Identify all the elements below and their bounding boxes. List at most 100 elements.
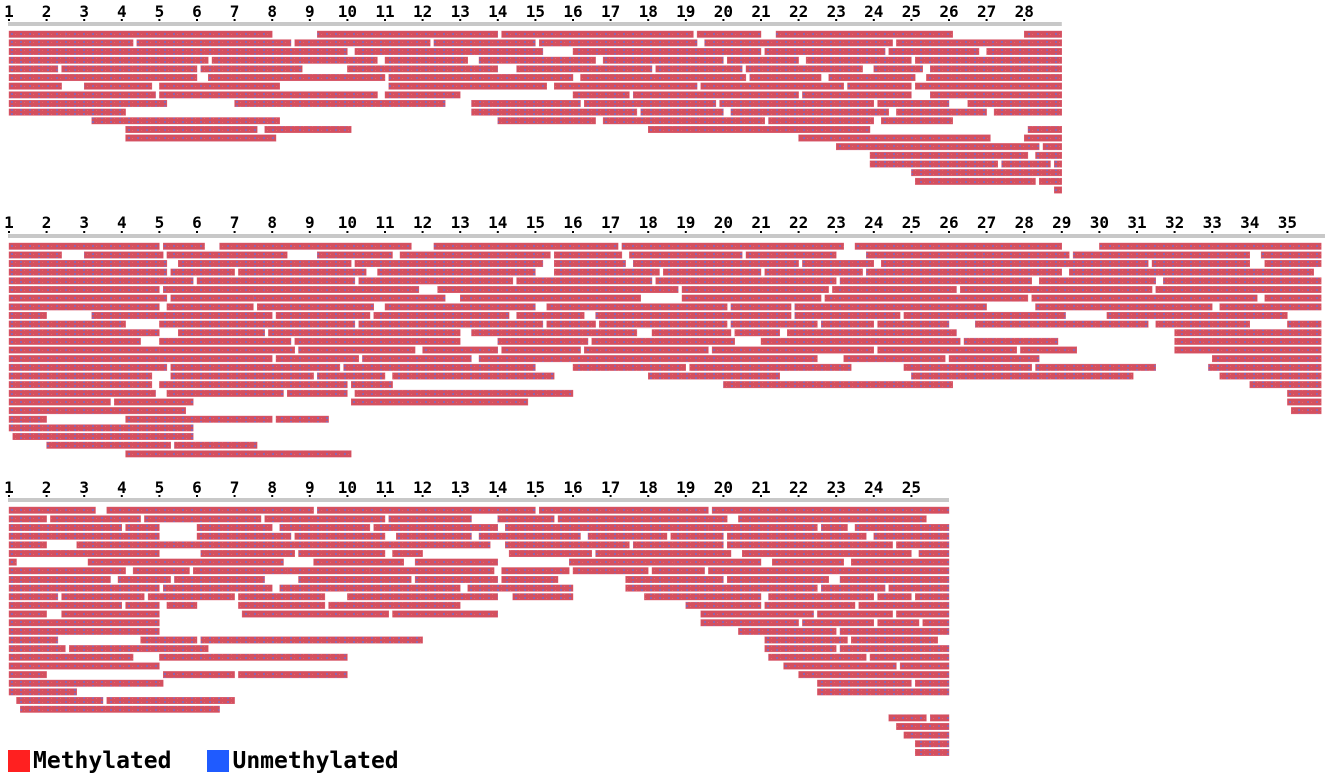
read-segment	[159, 91, 378, 99]
read-segment	[298, 576, 412, 583]
cpg-site-label: 19	[676, 2, 695, 21]
read-segment	[177, 329, 265, 337]
cpg-site-label: 14	[488, 213, 507, 232]
read-segment	[903, 731, 950, 739]
cpg-site-tick	[609, 495, 612, 497]
cpg-site-tick	[45, 19, 48, 21]
read-segment	[508, 550, 593, 557]
read-segment	[869, 151, 1029, 159]
read-segment	[196, 524, 273, 531]
read-segment	[817, 688, 950, 696]
read-segment	[384, 56, 468, 64]
read-segment	[915, 82, 1063, 90]
read-segment	[768, 593, 875, 601]
read-segment	[633, 541, 724, 549]
cpg-site-label: 14	[488, 478, 507, 497]
cpg-site-tick	[271, 495, 274, 497]
read-segment	[1219, 303, 1322, 311]
read-segment	[170, 268, 235, 276]
read-segment	[1001, 160, 1051, 168]
read-segment	[1038, 277, 1156, 285]
cpg-site-tick	[83, 231, 86, 233]
cpg-site-tick	[1211, 231, 1214, 233]
read-segment	[8, 424, 194, 432]
read-segment	[478, 56, 596, 64]
cpg-site-label: 11	[375, 478, 394, 497]
cpg-site-label: 22	[789, 478, 808, 497]
read-segment	[993, 108, 1062, 116]
cpg-site-label: 20	[714, 478, 733, 497]
read-segment	[745, 65, 863, 73]
cpg-site-tick	[760, 231, 762, 233]
read-segment	[358, 320, 544, 328]
cpg-site-tick	[421, 495, 424, 497]
read-segment	[824, 294, 1029, 302]
read-segment	[8, 653, 134, 661]
read-segment	[8, 671, 47, 679]
read-segment	[1287, 320, 1322, 328]
cpg-site-tick	[346, 231, 349, 233]
cpg-site-label: 3	[79, 478, 89, 497]
cpg-site-tick	[384, 19, 386, 21]
read-segment	[689, 363, 852, 371]
cpg-site-tick	[496, 495, 499, 497]
read-segment	[572, 91, 630, 99]
cpg-site-label: 2	[42, 478, 52, 497]
read-segment	[1219, 372, 1322, 380]
read-segment	[877, 346, 1017, 354]
cpg-site-tick	[8, 231, 10, 233]
read-segment	[317, 372, 386, 380]
read-segment	[896, 39, 1063, 47]
cpg-site-label: 8	[267, 478, 277, 497]
read-segment	[144, 515, 262, 523]
read-segment	[170, 294, 254, 302]
read-segment	[926, 74, 1063, 82]
read-segment	[1264, 294, 1322, 302]
read-segment	[700, 619, 799, 627]
read-segment	[8, 294, 168, 302]
cpg-site-label: 8	[267, 213, 277, 232]
read-segment	[264, 286, 420, 293]
read-segment	[392, 550, 423, 557]
read-segment	[1260, 251, 1322, 259]
read-segment	[8, 541, 47, 549]
cpg-site-tick	[384, 495, 386, 497]
read-segment	[50, 515, 141, 523]
cpg-site-tick	[308, 19, 311, 21]
read-segment	[83, 82, 153, 90]
cpg-site-label: 13	[451, 213, 470, 232]
cpg-site-tick	[1136, 231, 1138, 233]
read-segment	[760, 337, 961, 345]
read-segment	[12, 433, 194, 440]
read-segment	[16, 697, 104, 704]
read-segment	[655, 277, 837, 285]
cpg-site-tick	[872, 19, 875, 21]
read-segment	[238, 671, 348, 679]
cpg-site-label: 21	[751, 2, 770, 21]
cpg-site-label: 28	[1015, 2, 1034, 21]
cpg-site-tick	[346, 495, 349, 497]
read-segment	[433, 242, 619, 250]
read-segment	[836, 567, 950, 575]
cpg-site-tick	[45, 231, 48, 233]
cpg-site-tick	[722, 19, 725, 21]
cpg-site-label: 34	[1240, 213, 1259, 232]
cpg-site-label: 4	[117, 2, 127, 21]
cpg-site-label: 16	[563, 213, 582, 232]
cpg-site-label: 6	[192, 213, 202, 232]
read-segment	[651, 329, 732, 337]
cpg-site-label: 23	[827, 478, 846, 497]
read-segment	[1208, 363, 1322, 371]
read-segment	[1038, 177, 1062, 185]
read-segment	[8, 593, 59, 601]
read-segment	[851, 558, 950, 566]
read-segment	[106, 506, 314, 514]
cpg-site-tick	[910, 19, 913, 21]
read-segment	[602, 56, 724, 64]
read-segment	[253, 294, 446, 302]
read-segment	[91, 117, 280, 125]
cpg-site-tick	[910, 495, 913, 497]
cpg-site-label: 11	[375, 2, 394, 21]
cpg-site-tick	[797, 231, 800, 233]
read-segment	[61, 593, 145, 601]
